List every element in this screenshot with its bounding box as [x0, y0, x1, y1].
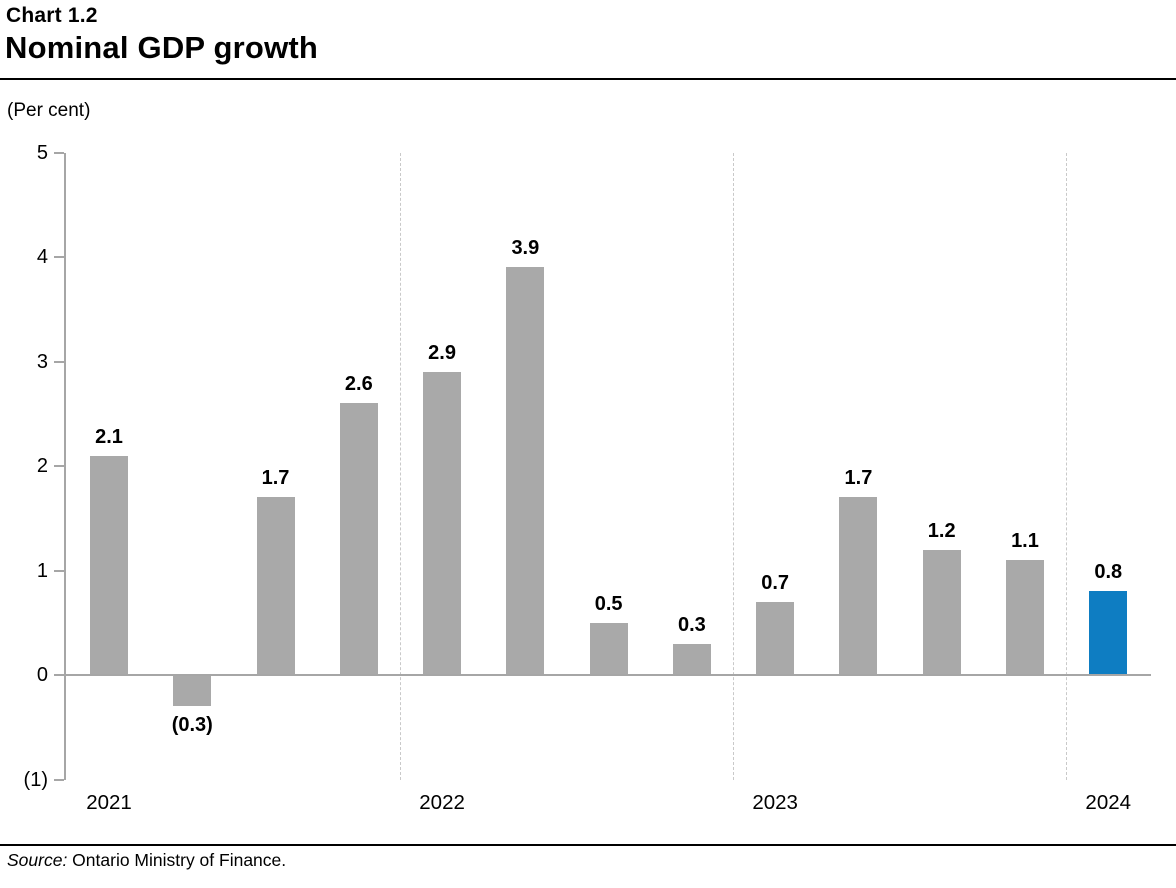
bar-value-label: 0.3 — [677, 613, 706, 636]
y-axis-tick-label: 5 — [36, 141, 48, 164]
bar — [756, 601, 795, 675]
y-axis-tick-label: 1 — [36, 559, 48, 582]
source-note: Source: Ontario Ministry of Finance. — [7, 850, 286, 871]
y-axis-line — [63, 152, 66, 780]
bar — [256, 497, 295, 675]
bar-value-label: 2.1 — [95, 425, 123, 448]
zero-baseline — [64, 674, 1151, 676]
bar — [90, 455, 128, 675]
year-separator-line — [733, 152, 735, 780]
year-separator-line — [1066, 152, 1068, 780]
bar — [589, 622, 628, 675]
bar — [339, 403, 378, 675]
y-axis-tick-label: 0 — [36, 664, 48, 686]
bar-value-label: 0.7 — [761, 571, 790, 594]
bar — [839, 497, 878, 675]
bar-highlighted — [1089, 591, 1128, 675]
bar-value-label: (0.3) — [171, 714, 213, 737]
bar-value-label: 1.1 — [1011, 530, 1039, 553]
y-axis-tick-label: 2 — [36, 455, 48, 477]
bar — [173, 675, 212, 707]
bar — [1005, 560, 1044, 675]
y-axis-tick — [54, 465, 64, 467]
bar-value-label: 1.7 — [261, 467, 290, 490]
y-axis-tick — [54, 569, 64, 572]
year-separator-line — [399, 152, 401, 780]
bar-value-label: 0.8 — [1094, 561, 1123, 584]
x-axis-year-label: 2024 — [1085, 791, 1132, 814]
bar — [672, 643, 711, 675]
bar — [423, 371, 462, 675]
chart-number: Chart 1.2 — [6, 4, 98, 27]
footer-divider — [0, 844, 1176, 846]
bar-value-label: 3.9 — [511, 237, 540, 260]
y-axis-tick-label: 4 — [36, 246, 48, 268]
bar-value-label: 0.5 — [594, 592, 623, 615]
bar-value-label: 2.6 — [344, 373, 373, 396]
y-axis-unit-label: (Per cent) — [7, 100, 91, 121]
bar-value-label: 2.9 — [428, 341, 456, 364]
title-divider — [0, 78, 1176, 80]
y-axis-tick — [54, 151, 64, 154]
y-axis-tick-label: 3 — [36, 350, 48, 373]
y-axis-tick-label: (1) — [23, 768, 48, 791]
page-title: Nominal GDP growth — [5, 30, 319, 65]
y-axis-tick — [54, 256, 64, 258]
y-axis-tick — [54, 674, 64, 676]
x-axis-year-label: 2022 — [419, 791, 465, 814]
y-axis-tick — [54, 778, 64, 781]
bar-value-label: 1.7 — [844, 467, 873, 490]
x-axis-year-label: 2021 — [86, 791, 132, 814]
bar — [506, 267, 545, 675]
bar-value-label: 1.2 — [927, 519, 956, 542]
source-label: Source: — [7, 850, 68, 870]
source-text: Ontario Ministry of Finance. — [67, 850, 287, 870]
y-axis-tick — [54, 360, 64, 363]
x-axis-year-label: 2023 — [752, 791, 798, 814]
bar — [922, 549, 961, 675]
